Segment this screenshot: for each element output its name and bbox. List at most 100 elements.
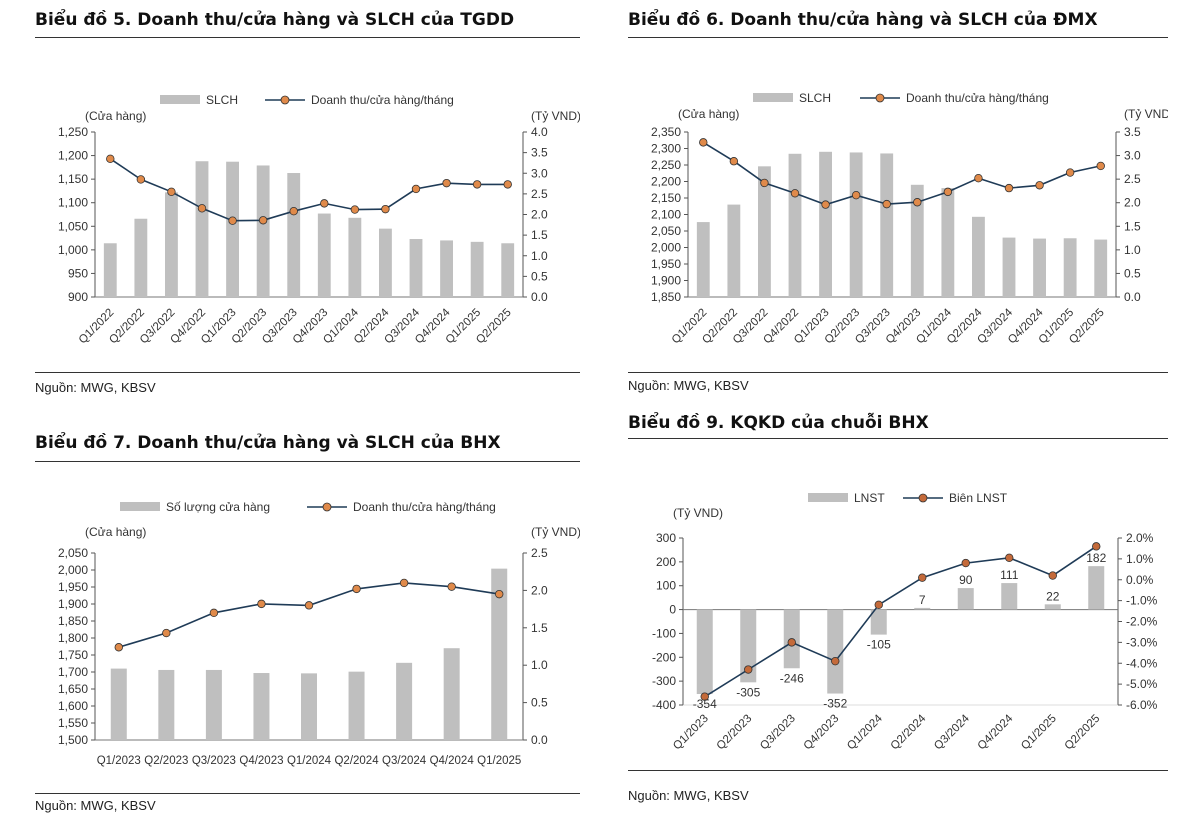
source-note: Nguồn: MWG, KBSV — [628, 788, 749, 803]
chart-bhx-results: LNST Biên LNST (Tỷ VND) -400 -300 -200 -100 0 10… — [652, 491, 1158, 753]
line-point — [699, 138, 708, 147]
left-tick-label: 1,950 — [651, 257, 681, 271]
line-point — [874, 600, 883, 609]
legend-bar-swatch — [160, 95, 200, 104]
right-tick-label: 1.5 — [1124, 219, 1141, 233]
left-tick-label: 1,100 — [58, 196, 88, 210]
line-point — [114, 643, 123, 652]
left-tick-label: 2,050 — [58, 546, 88, 560]
title-rule — [628, 37, 1168, 38]
line-point — [106, 154, 115, 164]
left-unit-label: (Tỷ VND) — [673, 506, 723, 520]
right-tick-label: 0.0% — [1126, 573, 1154, 587]
source-rule — [35, 372, 580, 373]
bar — [348, 671, 365, 740]
right-tick-label: 2.0% — [1126, 531, 1154, 545]
line-point — [1092, 542, 1101, 551]
line-point — [289, 206, 298, 216]
bar — [443, 648, 460, 740]
line-point — [918, 573, 927, 582]
bar — [317, 213, 331, 297]
data-label: 7 — [919, 593, 926, 607]
legend-bar-label: Số lượng cửa hàng — [166, 500, 270, 514]
chart-title: Biểu đồ 7. Doanh thu/cửa hàng và SLCH củ… — [35, 433, 501, 453]
right-tick-label: -1.0% — [1126, 594, 1158, 608]
source-note: Nguồn: MWG, KBSV — [35, 798, 156, 813]
left-tick-label: 900 — [68, 290, 88, 304]
right-tick-label: 3.0 — [531, 166, 548, 180]
left-tick-label: 2,200 — [651, 175, 681, 189]
left-tick-label: 950 — [68, 266, 88, 280]
source-note: Nguồn: MWG, KBSV — [35, 380, 156, 395]
x-tick-label: Q1/2023 — [97, 755, 141, 767]
line-point — [399, 578, 409, 588]
line-point — [1004, 183, 1014, 193]
bar — [103, 243, 117, 297]
line-point — [381, 204, 390, 214]
bar — [880, 153, 894, 297]
x-tick-label: Q4/2023 — [802, 713, 842, 753]
legend-line-label: Biên LNST — [949, 491, 1008, 505]
legend-line-label: Doanh thu/cửa hàng/tháng — [311, 93, 454, 107]
line-point — [961, 558, 970, 568]
series-line — [704, 545, 1097, 698]
legend-bar-swatch — [808, 493, 848, 502]
data-label: 22 — [1046, 589, 1060, 603]
right-tick-label: 1.0 — [1124, 243, 1141, 257]
chart-tgdd: SLCH Doanh thu/cửa hàng/tháng (Cửa hàng) (T… — [58, 93, 580, 346]
line-point — [162, 628, 171, 638]
line-point — [136, 175, 146, 184]
line-point — [760, 178, 769, 188]
line-point — [882, 199, 891, 209]
bar — [165, 192, 178, 297]
left-tick-label: 2,000 — [58, 563, 88, 577]
line-point — [257, 599, 266, 609]
chart-bhx: Số lượng cửa hàng Doanh thu/cửa hàng/thán… — [58, 500, 580, 767]
left-tick-label: 0 — [669, 603, 676, 617]
data-label: -246 — [780, 671, 804, 685]
left-tick-label: 1,250 — [58, 125, 88, 139]
left-tick-label: 1,700 — [58, 665, 88, 679]
right-tick-label: 1.5 — [531, 228, 548, 242]
right-tick-label: -3.0% — [1126, 635, 1158, 649]
line-point — [167, 187, 176, 197]
series-line — [702, 141, 1101, 206]
line-point — [821, 200, 830, 209]
bar — [1044, 604, 1061, 610]
bar — [470, 241, 484, 297]
bar — [1033, 238, 1046, 297]
source-note: Nguồn: MWG, KBSV — [628, 378, 749, 393]
bar — [1063, 238, 1077, 297]
left-tick-label: 1,050 — [58, 219, 88, 233]
left-tick-label: 200 — [656, 555, 676, 569]
right-tick-label: 2.5 — [531, 187, 548, 201]
right-tick-label: 0.0 — [1124, 290, 1141, 304]
left-tick-label: -400 — [652, 698, 676, 712]
bar — [396, 662, 413, 740]
left-unit-label: (Cửa hàng) — [678, 107, 739, 121]
bar — [727, 204, 741, 297]
series-line — [109, 158, 508, 222]
x-tick-label: Q1/2024 — [287, 755, 332, 767]
line-point — [1035, 181, 1044, 190]
legend-line-marker — [875, 93, 885, 103]
right-tick-label: 0.5 — [1124, 266, 1141, 280]
right-tick-label: -5.0% — [1126, 677, 1158, 691]
x-tick-label: Q1/2023 — [671, 713, 711, 753]
bar — [195, 161, 209, 297]
x-tick-label: Q4/2023 — [239, 755, 283, 767]
bar — [849, 152, 863, 297]
line-point — [472, 180, 482, 189]
left-tick-label: 1,750 — [58, 648, 88, 662]
line-point — [503, 180, 512, 189]
left-tick-label: -200 — [652, 650, 676, 664]
line-point — [700, 692, 709, 701]
line-point — [851, 190, 861, 200]
bar — [501, 243, 515, 297]
bar — [1001, 583, 1018, 610]
bar — [287, 173, 301, 297]
right-tick-label: 0.0 — [531, 290, 548, 304]
legend-bar-label: LNST — [854, 491, 885, 505]
line-point — [350, 205, 360, 214]
line-point — [352, 584, 361, 594]
